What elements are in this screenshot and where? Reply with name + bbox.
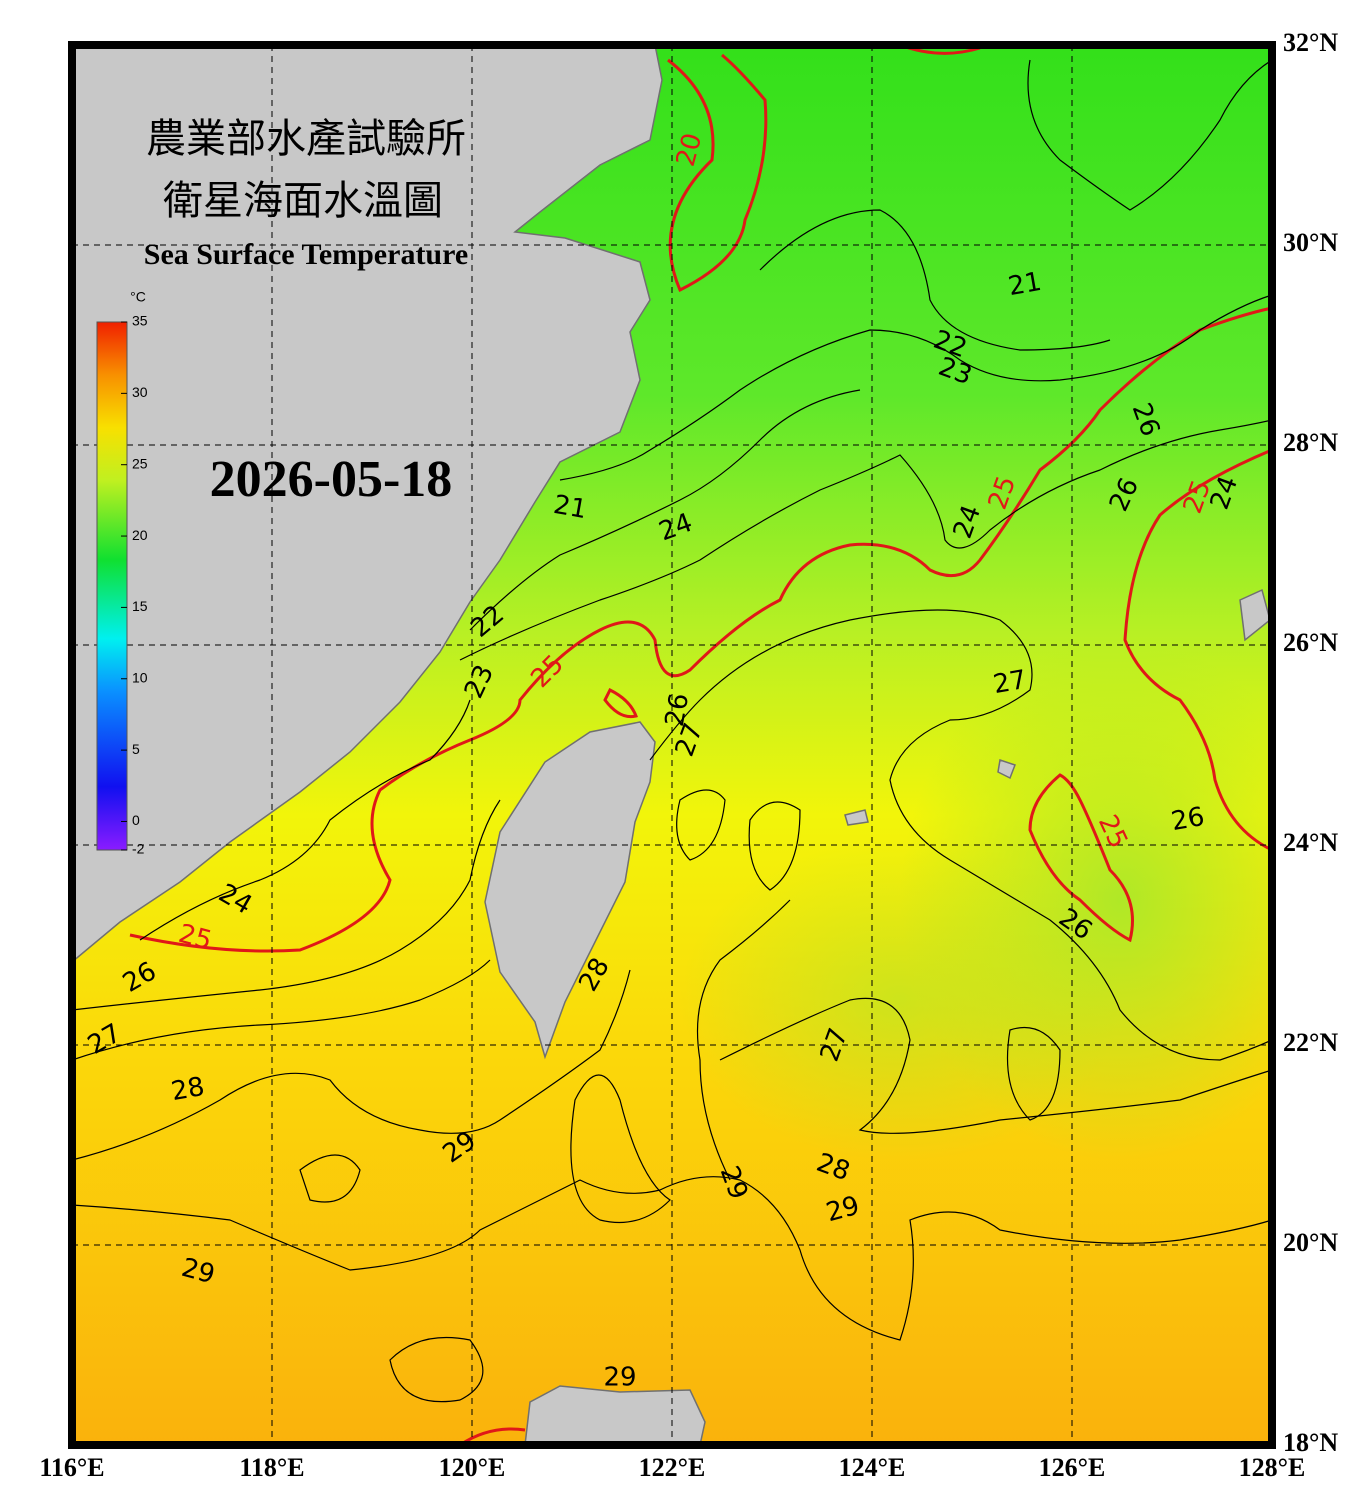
land <box>72 45 1271 1445</box>
subtitle-zh: 衛星海面水溫圖 <box>163 178 443 223</box>
contour-label: 27 <box>991 665 1029 700</box>
axes: 116°E 118°E 120°E 122°E 124°E 126°E 128°E 32°N 3… <box>39 28 1338 1482</box>
isotherm <box>719 997 1272 1134</box>
isotherm <box>1123 448 1272 852</box>
isotherm <box>649 609 1272 1061</box>
isotherm <box>603 687 638 719</box>
title-en: Sea Surface Temperature <box>144 238 468 271</box>
colorbar-unit: °C <box>130 289 146 305</box>
lat-label: 20°N <box>1283 1228 1338 1257</box>
lat-label: 30°N <box>1283 228 1338 257</box>
lon-label: 124°E <box>839 1453 906 1482</box>
isotherm <box>1027 59 1272 211</box>
lon-label: 120°E <box>439 1453 506 1482</box>
isotherm <box>559 294 1272 481</box>
colorbar-tick-label: 20 <box>132 527 148 543</box>
lat-label: 28°N <box>1283 428 1338 457</box>
colorbar <box>96 321 128 851</box>
isotherm <box>72 799 501 1011</box>
luzon <box>524 1385 706 1445</box>
isotherm <box>72 959 491 1061</box>
colorbar-tick-label: 35 <box>132 313 148 329</box>
isotherm <box>759 209 1111 351</box>
isotherm <box>389 1337 484 1403</box>
isotherm <box>667 53 768 293</box>
isotherm <box>129 306 1272 953</box>
colorbar-tick-label: 25 <box>132 455 148 471</box>
taiwan <box>484 721 656 1060</box>
colorbar-tick-label: 10 <box>132 669 148 685</box>
colorbar-tick-label: 5 <box>132 741 140 757</box>
lat-label: 32°N <box>1283 28 1338 57</box>
colorbar-tick-label: 0 <box>132 812 140 828</box>
isotherm <box>748 801 801 891</box>
isotherm <box>299 1154 361 1203</box>
lon-label: 128°E <box>1239 1453 1306 1482</box>
lon-label: 126°E <box>1039 1453 1106 1482</box>
colorbar-tick-label: 15 <box>132 598 148 614</box>
isotherms <box>72 45 1272 1445</box>
lat-label: 26°N <box>1283 628 1338 657</box>
island <box>844 809 869 826</box>
china-coast <box>72 45 663 963</box>
lon-label: 122°E <box>639 1453 706 1482</box>
isotherm <box>676 789 726 861</box>
isotherm <box>696 899 791 1181</box>
contour-label: 29 <box>603 1363 636 1393</box>
map-frame <box>68 41 1276 1449</box>
isotherm <box>570 1074 671 1224</box>
contour-label: 26 <box>1169 802 1207 837</box>
title-zh: 農業部水產試驗所 <box>146 116 466 161</box>
isotherm <box>139 699 471 941</box>
isotherm <box>1028 773 1134 943</box>
lon-label: 118°E <box>239 1453 304 1482</box>
cool-patch <box>680 840 1120 1160</box>
isotherm <box>72 969 631 1161</box>
contour-label: 26 <box>660 691 695 729</box>
contour-label: 21 <box>551 490 589 525</box>
contour-label: 28 <box>169 1072 207 1107</box>
lon-label: 116°E <box>39 1453 104 1482</box>
date: 2026-05-18 <box>210 451 453 508</box>
lat-label: 18°N <box>1283 1428 1338 1457</box>
colorbar-tick-label: -2 <box>132 841 145 857</box>
island <box>997 759 1016 780</box>
isotherm <box>469 389 861 631</box>
isotherm <box>459 419 1272 661</box>
lat-label: 22°N <box>1283 1028 1338 1057</box>
isotherm <box>1006 1026 1061 1121</box>
contour-label: 21 <box>1006 267 1044 302</box>
lat-label: 24°N <box>1283 828 1338 857</box>
colorbar-tick-label: 30 <box>132 384 148 400</box>
graticule <box>72 45 1272 1445</box>
isotherm <box>72 1176 1272 1341</box>
